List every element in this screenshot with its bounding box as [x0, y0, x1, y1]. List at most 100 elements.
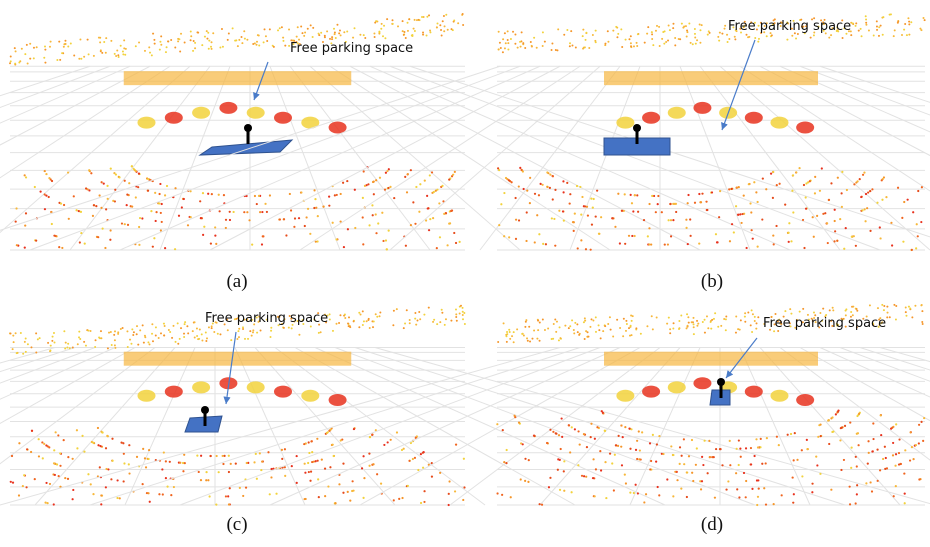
point — [630, 35, 632, 37]
point — [126, 194, 128, 196]
point — [372, 326, 374, 328]
point — [324, 495, 326, 497]
point — [881, 199, 883, 201]
grid-line — [0, 66, 130, 250]
point — [638, 430, 640, 432]
point — [236, 338, 238, 340]
point — [288, 327, 290, 329]
point — [462, 499, 464, 501]
point — [117, 331, 119, 333]
point — [446, 244, 448, 246]
point — [506, 178, 508, 180]
point — [772, 197, 774, 199]
point — [613, 489, 615, 491]
point — [553, 218, 555, 220]
point — [97, 427, 99, 429]
point — [592, 207, 594, 209]
point — [685, 219, 687, 221]
point — [222, 455, 224, 457]
point — [585, 476, 587, 478]
point — [247, 338, 249, 340]
point — [526, 190, 528, 192]
point — [670, 219, 672, 221]
point — [719, 448, 721, 450]
point — [377, 222, 379, 224]
point — [895, 485, 897, 487]
point — [781, 494, 783, 496]
point — [497, 167, 499, 169]
point — [262, 235, 264, 237]
point — [658, 494, 660, 496]
point — [43, 443, 45, 445]
point — [204, 36, 206, 38]
point — [429, 218, 431, 220]
point — [512, 31, 514, 33]
point — [24, 174, 26, 176]
point — [731, 188, 733, 190]
point — [9, 62, 11, 64]
point — [827, 242, 829, 244]
point — [573, 332, 575, 334]
point — [259, 211, 261, 213]
point — [522, 42, 524, 44]
point — [433, 191, 435, 193]
point — [580, 214, 582, 216]
point — [865, 482, 867, 484]
point — [376, 473, 378, 475]
point — [462, 307, 464, 309]
point — [304, 463, 306, 465]
point — [78, 210, 80, 212]
point — [501, 494, 503, 496]
point — [463, 312, 465, 314]
point — [361, 467, 363, 469]
point — [718, 40, 720, 42]
point — [376, 316, 378, 318]
point — [894, 29, 896, 31]
point — [379, 311, 381, 313]
point — [281, 449, 283, 451]
grid-line — [290, 66, 430, 250]
point — [596, 190, 598, 192]
point — [758, 487, 760, 489]
point — [554, 189, 556, 191]
point — [29, 43, 31, 45]
point — [590, 249, 592, 251]
point — [645, 493, 647, 495]
point — [658, 26, 660, 28]
point — [593, 198, 595, 200]
point — [666, 478, 668, 480]
point — [694, 28, 696, 30]
point — [347, 323, 349, 325]
point — [127, 346, 129, 348]
point — [869, 190, 871, 192]
point — [690, 42, 692, 44]
point — [126, 204, 128, 206]
point — [688, 22, 690, 24]
point — [555, 432, 557, 434]
point — [636, 45, 638, 47]
point — [419, 183, 421, 185]
point — [554, 245, 556, 247]
point — [598, 233, 600, 235]
point — [882, 16, 884, 18]
point — [211, 327, 213, 329]
point — [520, 442, 522, 444]
car — [796, 394, 814, 406]
point — [658, 435, 660, 437]
point — [88, 189, 90, 191]
point — [409, 319, 411, 321]
point — [432, 217, 434, 219]
car — [138, 390, 156, 402]
point — [636, 194, 638, 196]
point — [296, 36, 298, 38]
point — [205, 332, 207, 334]
point — [757, 446, 759, 448]
point — [523, 188, 525, 190]
grid-line — [0, 348, 95, 506]
point — [436, 26, 438, 28]
point — [604, 43, 606, 45]
point — [177, 322, 179, 324]
point — [569, 202, 571, 204]
point — [911, 316, 913, 318]
point — [12, 335, 14, 337]
